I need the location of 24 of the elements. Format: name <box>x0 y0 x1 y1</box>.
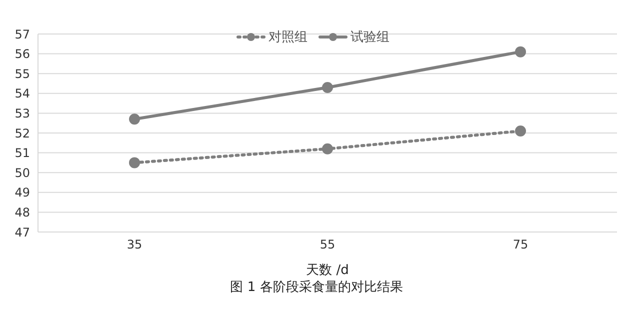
legend-label: 对照组 <box>268 29 308 46</box>
point <box>322 82 333 93</box>
y-tick-label: 49 <box>14 186 30 200</box>
y-tick-label: 48 <box>14 205 30 220</box>
point <box>322 143 333 154</box>
y-tick-label: 53 <box>14 106 30 120</box>
x-axis-title: 天数 /d <box>306 263 349 278</box>
y-tick-label: 55 <box>14 66 30 81</box>
y-tick-label: 51 <box>14 146 30 160</box>
y-tick-label: 54 <box>14 86 30 101</box>
x-tick-label: 75 <box>512 238 528 252</box>
x-tick-label: 35 <box>126 238 142 252</box>
point <box>129 157 140 168</box>
y-tick-label: 50 <box>14 166 30 180</box>
y-tick-label: 56 <box>14 47 30 62</box>
y-tick-label: 52 <box>14 126 30 140</box>
y-tick-label: 47 <box>14 225 30 240</box>
text: 图 1 各阶段采食量的对比结果 <box>229 279 404 296</box>
point <box>515 126 526 137</box>
point <box>515 46 526 58</box>
x-tick-label: 55 <box>320 238 336 252</box>
point <box>129 114 140 125</box>
y-tick-label: 57 <box>14 27 30 42</box>
legend-label: 试验组 <box>350 29 390 46</box>
